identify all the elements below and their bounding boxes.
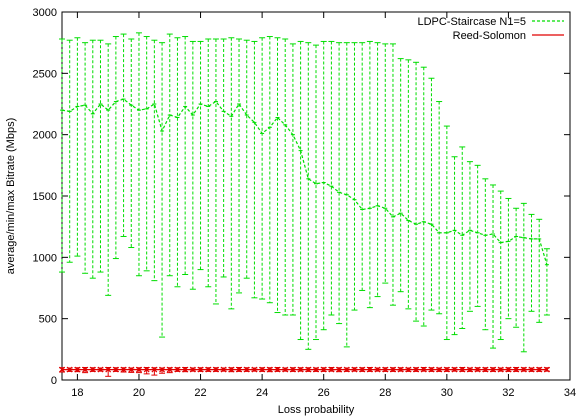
- data-point: [97, 366, 104, 373]
- series-line: [61, 98, 548, 265]
- y-tick-label: 2500: [33, 68, 57, 80]
- data-point: [297, 366, 304, 373]
- y-tick-label: 0: [51, 375, 57, 387]
- y-tick-label: 1000: [33, 252, 57, 264]
- y-axis-label: average/min/max Bitrate (Mbps): [5, 118, 17, 275]
- data-point: [243, 366, 250, 373]
- data-point: [528, 366, 535, 373]
- data-point: [359, 366, 366, 373]
- data-point: [420, 366, 427, 373]
- x-tick-label: 22: [194, 387, 206, 399]
- data-point: [459, 366, 466, 373]
- data-point: [451, 366, 458, 373]
- data-point: [282, 366, 289, 373]
- x-tick-label: 18: [71, 387, 83, 399]
- data-point: [497, 366, 504, 373]
- data-point: [536, 366, 543, 373]
- data-point: [313, 366, 319, 373]
- x-tick-label: 30: [441, 387, 453, 399]
- data-point: [443, 366, 450, 373]
- data-point: [474, 366, 481, 373]
- data-point: [136, 366, 142, 373]
- data-point: [266, 366, 273, 373]
- series-1: [59, 366, 550, 377]
- data-point: [112, 366, 119, 373]
- data-point: [151, 366, 158, 373]
- data-point: [366, 366, 373, 373]
- data-point: [159, 366, 165, 373]
- y-tick-label: 1500: [33, 191, 57, 203]
- legend: LDPC-Staircase N1=5 Reed-Solomon: [417, 16, 564, 42]
- x-tick-label: 32: [502, 387, 514, 399]
- data-point: [259, 366, 266, 373]
- data-point: [205, 366, 212, 373]
- legend-label: Reed-Solomon: [453, 30, 526, 42]
- data-point: [128, 366, 135, 373]
- data-point: [66, 366, 73, 373]
- axes: 0 500 1000 1500 2000 2500 3000 18 20 22 24 26 28 30 32…: [33, 7, 577, 399]
- data-point: [343, 366, 350, 373]
- data-point: [413, 366, 419, 373]
- data-point: [105, 366, 112, 373]
- data-point: [174, 366, 181, 373]
- data-marks: [59, 32, 550, 377]
- data-point: [143, 366, 150, 373]
- x-tick-label: 34: [564, 387, 576, 399]
- data-point: [482, 366, 489, 373]
- x-tick-label: 24: [256, 387, 268, 399]
- x-tick-label: 28: [379, 387, 391, 399]
- data-point: [89, 366, 96, 373]
- data-point: [274, 366, 281, 373]
- data-point: [120, 366, 127, 373]
- data-point: [374, 366, 381, 373]
- data-point: [336, 366, 343, 373]
- data-point: [390, 366, 396, 373]
- data-point: [236, 366, 242, 373]
- data-point: [189, 366, 196, 373]
- data-point: [74, 366, 81, 373]
- data-point: [382, 366, 389, 373]
- data-point: [428, 366, 435, 373]
- data-point: [166, 366, 173, 373]
- data-point: [251, 366, 258, 373]
- data-point: [197, 366, 204, 373]
- data-point: [328, 366, 335, 373]
- y-tick-label: 3000: [33, 7, 57, 19]
- data-point: [405, 366, 412, 373]
- data-point: [59, 366, 65, 373]
- data-point: [513, 366, 520, 373]
- series-0: [59, 32, 550, 353]
- data-point: [543, 366, 550, 373]
- data-point: [228, 366, 235, 373]
- data-point: [467, 366, 473, 373]
- data-point: [213, 366, 219, 373]
- y-tick-label: 2000: [33, 130, 57, 142]
- data-point: [490, 366, 496, 373]
- data-point: [397, 366, 404, 373]
- legend-label: LDPC-Staircase N1=5: [417, 16, 526, 28]
- x-axis-label: Loss probability: [278, 404, 355, 416]
- data-point: [220, 366, 227, 373]
- data-point: [436, 366, 443, 373]
- data-point: [82, 366, 89, 373]
- x-tick-label: 20: [133, 387, 145, 399]
- data-point: [520, 366, 527, 373]
- x-tick-label: 26: [318, 387, 330, 399]
- data-point: [289, 366, 296, 373]
- data-point: [505, 366, 512, 373]
- data-point: [351, 366, 358, 373]
- data-point: [305, 366, 312, 373]
- data-point: [320, 366, 327, 373]
- data-point: [182, 366, 189, 373]
- y-tick-label: 500: [39, 314, 57, 326]
